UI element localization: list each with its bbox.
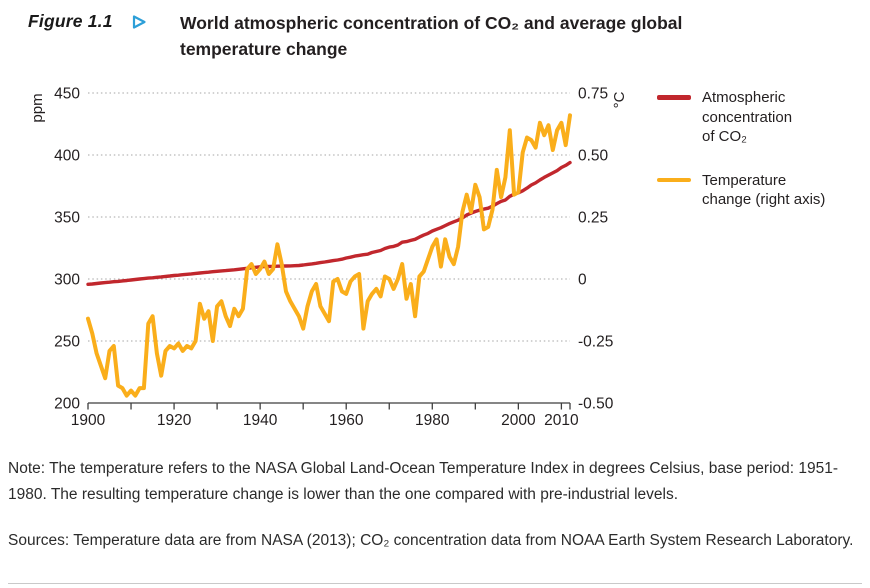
legend-item-co2: Atmospheric concentration of CO₂ [657, 88, 865, 147]
right-tick-label: 0.25 [578, 210, 608, 227]
co2-line-swatch [657, 95, 691, 100]
left-axis-unit: ppm [29, 93, 46, 122]
right-tick-label: 0.50 [578, 148, 609, 165]
left-tick-label: 400 [54, 148, 80, 165]
temperature-line-swatch [657, 177, 691, 182]
figure-label: Figure 1.1 [28, 11, 113, 31]
x-tick-label: 1960 [329, 412, 364, 429]
co2-line [86, 160, 572, 287]
x-tick-label: 2000 [501, 412, 536, 429]
chart-area: 1900 1920 1940 1960 1980 2000 2010 450 400 350 300… [0, 78, 660, 450]
temperature-line [86, 113, 572, 398]
x-tick-label: 1920 [157, 412, 192, 429]
chart-legend: Atmospheric concentration of CO₂ Tempera… [657, 88, 865, 210]
left-tick-label: 250 [54, 334, 80, 351]
right-tick-label: 0.75 [578, 86, 608, 103]
x-tick-label: 1900 [71, 412, 106, 429]
left-tick-label: 350 [54, 210, 80, 227]
left-tick-label: 450 [54, 86, 80, 103]
note-text: Note: The temperature refers to the NASA… [8, 460, 839, 503]
triangle-right-icon [132, 15, 146, 29]
left-tick-label: 300 [54, 272, 80, 289]
left-tick-label: 200 [54, 396, 80, 413]
right-axis-unit: °C [611, 91, 628, 108]
right-tick-label: -0.50 [578, 396, 614, 413]
x-tick-label: 1940 [243, 412, 278, 429]
legend-item-temperature: Temperature change (right axis) [657, 171, 865, 210]
figure-title: World atmospheric concentration of CO₂ a… [180, 13, 683, 59]
right-tick-label: 0 [578, 272, 587, 289]
right-tick-label: -0.25 [578, 334, 613, 351]
legend-label-co2: Atmospheric concentration of CO₂ [702, 89, 793, 145]
legend-label-temperature: Temperature change (right axis) [702, 171, 826, 209]
co2-temperature-chart: 1900 1920 1940 1960 1980 2000 2010450400350300… [29, 86, 628, 430]
x-tick-label: 1980 [415, 412, 450, 429]
bottom-divider [8, 583, 862, 584]
sources-text: Sources: Temperature data are from NASA … [8, 532, 854, 549]
x-tick-label: 2010 [544, 412, 579, 429]
